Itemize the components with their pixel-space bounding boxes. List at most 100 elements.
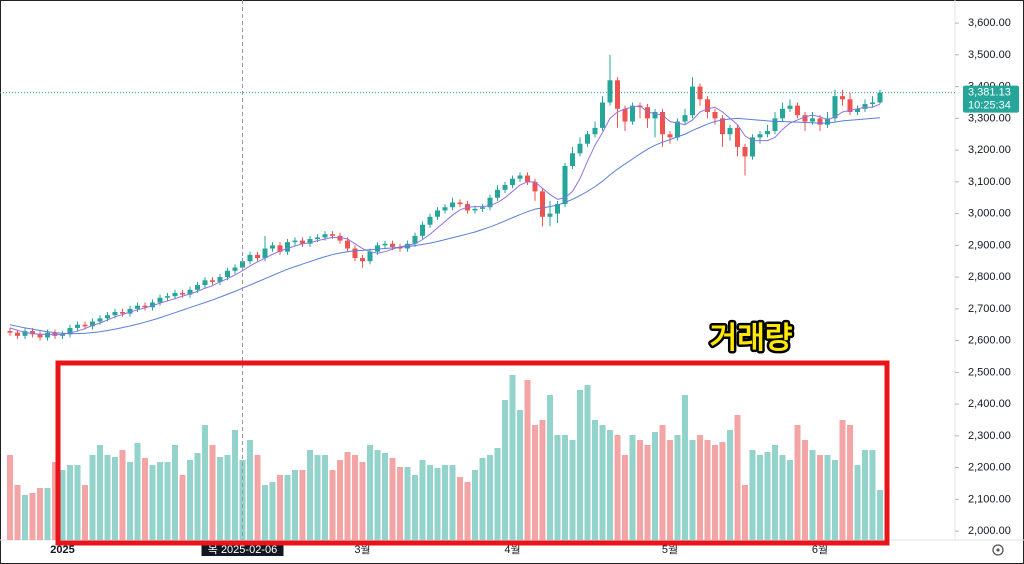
volume-bar [352,455,358,540]
volume-bar [599,425,606,540]
volume-bar [172,445,178,540]
candle-body [315,237,320,240]
volume-bar [89,455,96,540]
volume-bar [719,442,726,540]
volume-bar [82,485,88,540]
y-tick-label: 2,800.00 [968,271,1011,283]
moving-average-line [9,103,881,336]
volume-bar [29,493,36,540]
settings-icon[interactable] [992,544,1004,556]
candle-body [75,324,80,328]
candle-body [667,134,673,138]
last-price-label: 3,381.13 [968,86,1011,98]
volume-bar [539,420,546,540]
y-tick-label: 3,100.00 [968,176,1011,188]
volume-bar [569,440,576,540]
candle-body [630,105,635,122]
candle-body [150,302,155,308]
candle-body [97,318,103,322]
volume-bar [779,455,786,540]
settings-icon-dot [996,548,1000,552]
last-price-box [963,85,1019,113]
candle-body [555,204,560,214]
candle-body [817,118,823,125]
candle-body [307,239,313,244]
y-tick-label: 2,300.00 [968,430,1011,442]
candle-body [142,305,148,308]
volume-bar [74,465,81,540]
volume-bar [524,380,531,540]
x-tick-label: 3월 [354,543,370,556]
candle-body [255,254,260,259]
volume-bar [674,435,681,540]
volume-bar [404,467,411,540]
candle-body [120,312,125,314]
volume-bar [577,390,583,540]
volume-bar [614,435,621,540]
volume-bar [359,462,366,540]
y-tick-label: 3,000.00 [968,208,1011,220]
candle-body [202,280,208,286]
candle-body [750,137,755,157]
candle-body [547,213,553,217]
y-tick-label: 2,400.00 [968,398,1011,410]
candle-body [375,245,380,252]
candle-body [457,202,463,205]
volume-bar [509,375,516,540]
y-tick-label: 2,600.00 [968,335,1011,347]
candle-body [825,118,830,125]
candle-body [135,305,140,309]
candle-body [345,240,350,249]
candle-body [90,321,95,327]
candle-body [705,99,710,112]
volume-bar [742,485,748,540]
candle-body [592,127,598,135]
volume-bar [142,458,148,540]
candle-body [517,175,523,179]
candle-body [855,108,860,112]
candle-body [772,118,778,132]
candle-body [780,108,785,119]
candle-body [240,261,245,268]
candle-body [690,86,695,116]
volume-bar [194,453,201,540]
candle-body [217,277,223,282]
candle-body [157,297,163,303]
volume-bar [592,420,598,540]
volume-bar [629,435,636,540]
candle-body [532,181,538,192]
y-tick-label: 2,200.00 [968,462,1011,474]
y-tick-label: 2,900.00 [968,239,1011,251]
y-tick-label: 3,600.00 [968,17,1011,29]
volume-bar [487,455,493,540]
candle-body [495,189,500,198]
candle-body [742,146,748,157]
candle-body [420,224,425,236]
moving-average-line [9,117,881,335]
candle-body [195,285,200,290]
volume-bar [877,490,883,540]
volume-bar [794,425,801,540]
volume-bar [269,482,276,540]
volume-bar [472,470,478,540]
volume-bar [202,425,208,540]
volume-bar [284,475,291,540]
candle-body [675,121,680,138]
candle-body [615,80,620,109]
volume-bar [562,435,568,540]
candle-body [52,332,58,336]
candle-body [330,234,335,236]
candle-body [322,234,328,238]
candle-body [525,175,530,182]
volume-bar [224,455,231,540]
candle-body [795,105,800,116]
y-tick-label: 2,700.00 [968,303,1011,315]
volume-bar [652,432,658,540]
axes-layer: 3,600.003,500.003,400.003,300.003,200.00… [50,17,1011,556]
y-tick-label: 2,500.00 [968,366,1011,378]
volume-bar [862,450,868,540]
volume-bar [67,465,73,540]
candle-body [270,245,275,249]
